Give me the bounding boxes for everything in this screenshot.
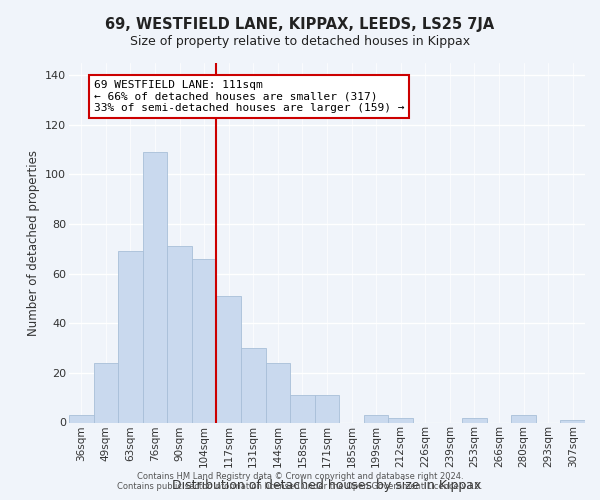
Bar [315, 395, 339, 422]
Bar [462, 418, 487, 422]
Bar [69, 415, 94, 422]
Bar [241, 348, 266, 422]
Bar [511, 415, 536, 422]
X-axis label: Distribution of detached houses by size in Kippax: Distribution of detached houses by size … [172, 478, 482, 492]
Text: 69 WESTFIELD LANE: 111sqm
← 66% of detached houses are smaller (317)
33% of semi: 69 WESTFIELD LANE: 111sqm ← 66% of detac… [94, 80, 404, 113]
Text: Contains HM Land Registry data © Crown copyright and database right 2024.: Contains HM Land Registry data © Crown c… [137, 472, 463, 481]
Bar [192, 258, 217, 422]
Y-axis label: Number of detached properties: Number of detached properties [26, 150, 40, 336]
Bar [364, 415, 388, 422]
Bar [167, 246, 192, 422]
Bar [217, 296, 241, 422]
Bar [266, 363, 290, 422]
Bar [290, 395, 315, 422]
Bar [143, 152, 167, 422]
Bar [94, 363, 118, 422]
Bar [388, 418, 413, 422]
Text: Size of property relative to detached houses in Kippax: Size of property relative to detached ho… [130, 35, 470, 48]
Bar [118, 251, 143, 422]
Text: 69, WESTFIELD LANE, KIPPAX, LEEDS, LS25 7JA: 69, WESTFIELD LANE, KIPPAX, LEEDS, LS25 … [106, 18, 494, 32]
Bar [560, 420, 585, 422]
Text: Contains public sector information licensed under the Open Government Licence v3: Contains public sector information licen… [118, 482, 482, 491]
